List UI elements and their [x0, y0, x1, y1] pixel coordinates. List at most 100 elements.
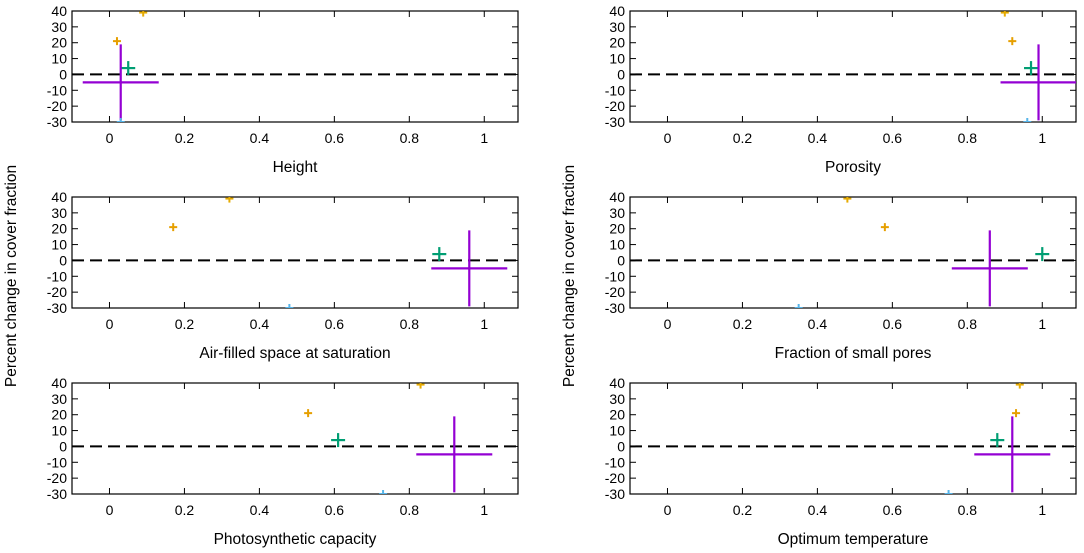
plot-frame — [71, 10, 519, 123]
x-tick-label: 0.6 — [883, 502, 903, 518]
y-tick-label: 30 — [609, 391, 625, 407]
data-point-2 — [304, 409, 313, 418]
y-tick-label: -20 — [605, 284, 625, 300]
y-tick-label: 20 — [609, 35, 625, 51]
x-tick-label: 0 — [106, 130, 114, 146]
x-tick-label: 0.8 — [400, 130, 420, 146]
y-tick-label: 0 — [617, 438, 625, 454]
y-tick-label: -20 — [605, 470, 625, 486]
x-tick-label: 0.4 — [808, 130, 828, 146]
x-tick-label: 1 — [480, 316, 488, 332]
y-tick-label: 40 — [51, 3, 67, 19]
y-tick-label: 30 — [51, 391, 67, 407]
y-tick-label: 0 — [617, 252, 625, 268]
y-tick-label: -20 — [47, 98, 67, 114]
data-point-2 — [1012, 409, 1021, 418]
y-tick-label: 10 — [51, 237, 67, 253]
data-point-3 — [990, 433, 1005, 448]
y-tick-label: 0 — [59, 252, 67, 268]
x-axis-title: Height — [273, 159, 318, 176]
data-point-2 — [169, 223, 178, 232]
x-tick-label: 0.2 — [175, 502, 195, 518]
data-point-4 — [82, 44, 159, 121]
data-point-1 — [416, 383, 425, 389]
x-tick-label: 0.4 — [250, 130, 270, 146]
x-tick-label: 0.8 — [958, 316, 978, 332]
x-tick-label: 0.2 — [175, 130, 195, 146]
x-tick-label: 0.2 — [733, 130, 753, 146]
data-point-3 — [1035, 247, 1050, 262]
y-tick-label: 10 — [51, 51, 67, 67]
x-tick-label: 0.2 — [175, 316, 195, 332]
x-tick-label: 0.8 — [400, 316, 420, 332]
y-tick-label: 10 — [51, 423, 67, 439]
left-y-axis-title: Percent change in cover fraction — [3, 165, 20, 387]
x-tick-label: 1 — [480, 502, 488, 518]
x-tick-label: 1 — [1038, 316, 1046, 332]
y-tick-label: 10 — [609, 423, 625, 439]
data-markers — [304, 383, 493, 494]
x-tick-label: 0.8 — [958, 130, 978, 146]
x-tick-label: 1 — [1038, 130, 1046, 146]
y-tick-label: 20 — [609, 407, 625, 423]
x-axis-title: Fraction of small pores — [775, 345, 932, 362]
y-tick-label: 20 — [609, 221, 625, 237]
data-point-3 — [121, 61, 136, 76]
x-axis-title: Photosynthetic capacity — [214, 531, 377, 548]
y-tick-label: -30 — [605, 114, 625, 130]
y-tick-label: 40 — [609, 189, 625, 205]
plot-frame — [71, 196, 519, 309]
data-markers — [944, 383, 1051, 494]
data-point-2 — [1008, 37, 1017, 46]
plot-frame — [71, 382, 519, 495]
y-tick-label: 40 — [609, 375, 625, 391]
data-point-3 — [432, 247, 447, 262]
data-markers — [169, 197, 508, 308]
data-point-4 — [951, 230, 1028, 307]
data-point-1 — [1000, 11, 1009, 17]
x-tick-label: 0.8 — [400, 502, 420, 518]
y-tick-label: 0 — [59, 438, 67, 454]
data-point-4 — [974, 416, 1051, 493]
y-tick-label: 30 — [609, 205, 625, 221]
y-tick-label: -10 — [47, 82, 67, 98]
y-tick-label: -10 — [605, 268, 625, 284]
x-tick-label: 0.4 — [250, 502, 270, 518]
data-point-1 — [843, 197, 852, 203]
x-tick-label: 0.4 — [808, 316, 828, 332]
y-tick-label: 0 — [617, 66, 625, 82]
x-axis-title: Porosity — [825, 159, 881, 176]
y-tick-label: -20 — [47, 284, 67, 300]
data-point-2 — [112, 37, 121, 46]
data-point-4 — [431, 230, 508, 307]
y-tick-label: 30 — [51, 205, 67, 221]
y-tick-label: -20 — [47, 470, 67, 486]
plot-frame — [629, 196, 1077, 309]
y-tick-label: 40 — [51, 375, 67, 391]
data-markers — [1000, 11, 1076, 122]
x-tick-label: 1 — [480, 130, 488, 146]
x-tick-label: 0.6 — [883, 130, 903, 146]
data-point-5 — [944, 490, 953, 494]
x-tick-label: 0.4 — [250, 316, 270, 332]
data-point-4 — [416, 416, 493, 493]
y-tick-label: 10 — [609, 51, 625, 67]
y-tick-label: 20 — [51, 407, 67, 423]
data-point-1 — [1015, 383, 1024, 389]
x-tick-label: 0.6 — [325, 502, 345, 518]
y-tick-label: 20 — [51, 221, 67, 237]
data-point-5 — [116, 118, 125, 122]
y-tick-label: -30 — [605, 300, 625, 316]
y-tick-label: -10 — [605, 82, 625, 98]
data-markers — [794, 197, 1050, 308]
x-tick-label: 0 — [664, 316, 672, 332]
x-tick-label: 0 — [106, 316, 114, 332]
